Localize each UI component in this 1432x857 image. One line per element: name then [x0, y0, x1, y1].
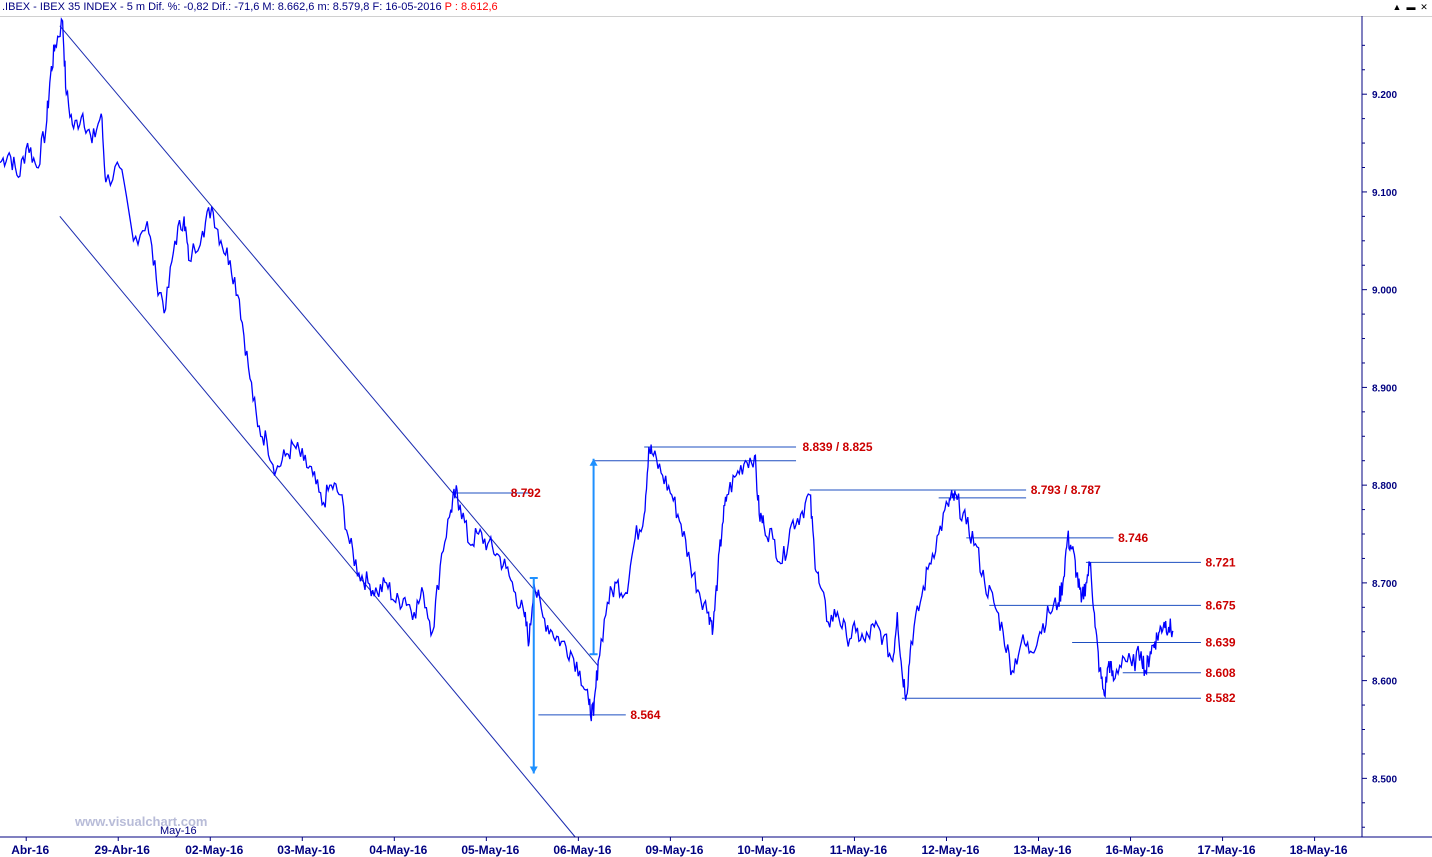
level-label: 8.564 — [630, 708, 660, 722]
scroll-up-icon[interactable]: ▲ — [1392, 2, 1402, 12]
x-tick-label: Abr-16 — [11, 843, 49, 857]
level-label: 8.608 — [1206, 666, 1236, 680]
title-bar: .IBEX - IBEX 35 INDEX - 5 m Dif. %: -0,8… — [0, 0, 1432, 17]
x-tick-label: 04-May-16 — [369, 843, 427, 857]
level-label: 8.639 — [1206, 636, 1236, 650]
x-tick-label: 17-May-16 — [1198, 843, 1256, 857]
close-icon[interactable]: ✕ — [1420, 2, 1428, 12]
level-label: 8.746 — [1118, 531, 1148, 545]
level-label: 8.721 — [1206, 555, 1236, 569]
y-tick-label: 8.500 — [1372, 774, 1397, 785]
chart-title: .IBEX - IBEX 35 INDEX - 5 m Dif. %: -0,8… — [2, 1, 498, 13]
measure-arrow-head — [529, 766, 538, 774]
y-tick-label: 9.200 — [1372, 90, 1397, 101]
y-tick-label: 9.100 — [1372, 188, 1397, 199]
y-tick-label: 8.700 — [1372, 579, 1397, 590]
x-tick-label: 09-May-16 — [645, 843, 703, 857]
level-label: 8.675 — [1206, 598, 1236, 612]
y-tick-label: 8.900 — [1372, 383, 1397, 394]
x-tick-label: 12-May-16 — [921, 843, 979, 857]
last-price: P : 8.612,6 — [444, 1, 498, 13]
level-label: 8.793 / 8.787 — [1031, 483, 1101, 497]
watermark: www.visualchart.com — [74, 814, 207, 829]
x-tick-label: 06-May-16 — [553, 843, 611, 857]
measure-arrow-head — [589, 458, 598, 466]
level-label: 8.582 — [1206, 691, 1236, 705]
minimize-icon[interactable]: ▬ — [1406, 2, 1416, 12]
subaxis-label: May-16 — [160, 825, 197, 837]
instrument-summary: .IBEX - IBEX 35 INDEX - 5 m Dif. %: -0,8… — [2, 1, 442, 13]
x-tick-label: 05-May-16 — [461, 843, 519, 857]
y-tick-label: 8.800 — [1372, 481, 1397, 492]
channel-line — [59, 216, 576, 838]
x-tick-label: 02-May-16 — [185, 843, 243, 857]
x-tick-label: 03-May-16 — [277, 843, 335, 857]
y-tick-label: 8.600 — [1372, 677, 1397, 688]
x-tick-label: 18-May-16 — [1290, 843, 1348, 857]
x-tick-label: 16-May-16 — [1106, 843, 1164, 857]
level-label: 8.839 / 8.825 — [802, 440, 872, 454]
x-tick-label: 10-May-16 — [737, 843, 795, 857]
y-tick-label: 9.000 — [1372, 286, 1397, 297]
level-label: 8.792 — [511, 486, 541, 500]
x-tick-label: 13-May-16 — [1013, 843, 1071, 857]
price-series-line — [0, 17, 1174, 722]
x-tick-label: 11-May-16 — [830, 843, 888, 857]
x-tick-label: 29-Abr-16 — [95, 843, 151, 857]
channel-line — [59, 25, 599, 667]
